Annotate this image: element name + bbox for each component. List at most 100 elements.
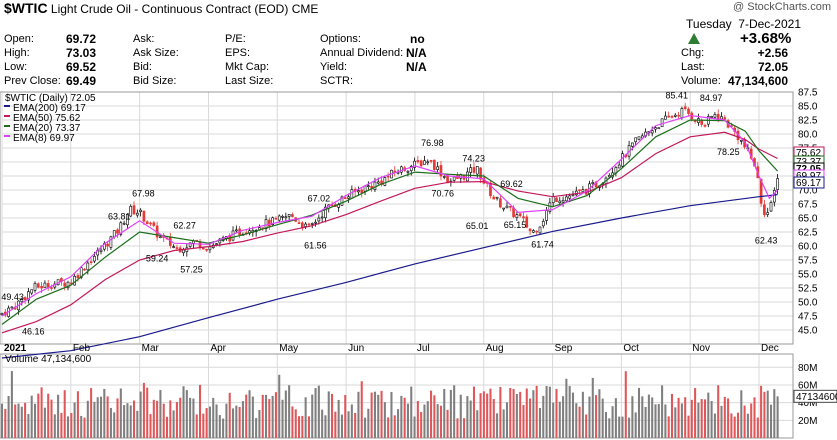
volume-bar [57, 394, 60, 438]
ask-label: Ask: [133, 33, 155, 45]
change-percent: +3.68% [740, 30, 792, 47]
price-tick-label: 55.0 [798, 270, 818, 281]
volume-bar [195, 414, 198, 438]
volume-bar [690, 399, 693, 438]
candle-body [386, 175, 390, 178]
volume-bar [24, 402, 27, 438]
candle-body [561, 200, 565, 203]
volume-bar [73, 402, 76, 438]
volume-bar [76, 391, 79, 438]
candle-body [551, 196, 555, 203]
candle-body [433, 159, 436, 170]
candle-body [297, 222, 301, 224]
candle-body [0, 312, 4, 315]
volume-bar [713, 413, 716, 438]
open-value: 69.72 [66, 32, 97, 46]
volume-bar [380, 390, 383, 438]
candle-body [343, 197, 347, 200]
candle-body [363, 185, 367, 192]
volume-bar [281, 399, 284, 438]
candle-body [20, 298, 24, 302]
low-value: 69.52 [66, 60, 97, 74]
candle-body [231, 230, 235, 241]
volume-bar [773, 389, 776, 438]
volume-bar [109, 407, 112, 438]
candle-body [419, 160, 423, 167]
volume-bar [608, 418, 611, 438]
volume-bar [271, 395, 274, 438]
candle-body [578, 189, 581, 192]
candle-body [46, 283, 50, 288]
volume-bar [581, 391, 584, 438]
time-tick-label: Apr [210, 343, 226, 354]
candle-body [776, 178, 779, 190]
price-annotation: 62.27 [173, 220, 196, 230]
candle-body [135, 212, 139, 216]
volume-bar [202, 413, 205, 438]
candle-body [664, 115, 667, 120]
volume-bar [360, 381, 363, 438]
candle-body [409, 165, 413, 171]
time-axis: 2021 Feb Mar Apr May Jun Jul Aug Sep Oct Nov Dec [4, 343, 779, 354]
time-tick-label: Mar [142, 343, 160, 354]
volume-bar [707, 392, 710, 438]
candle-body [139, 209, 142, 212]
volume-bar [212, 397, 215, 438]
volume-axis: 80M 60M 40M 20M 47134600 [793, 363, 837, 427]
candle-body [429, 160, 433, 162]
volume-bar [225, 403, 228, 438]
volume-bar [132, 400, 136, 438]
candle-body [581, 189, 585, 192]
volume-bar [261, 394, 264, 438]
volume-bar [7, 395, 10, 438]
candle-body [10, 306, 14, 309]
candle-body [307, 223, 311, 226]
volume-bar [416, 401, 419, 438]
candle-body [152, 222, 156, 226]
candle-body [268, 219, 271, 227]
candle-body [149, 222, 152, 225]
price-annotation: 65.01 [466, 221, 489, 231]
volume-bar [156, 400, 159, 438]
price-annotation: 70.76 [431, 189, 454, 199]
candle-body [720, 116, 723, 120]
volume-bar [733, 416, 736, 438]
volume-bar [568, 386, 571, 438]
volume-bar [43, 407, 46, 438]
price-annotation: 49.43 [1, 292, 24, 302]
price-tick-label: 52.5 [798, 284, 818, 295]
sctr-label: SCTR: [320, 75, 353, 87]
candle-body [281, 216, 284, 218]
high-label: High: [4, 47, 30, 59]
price-tick-label: 87.5 [798, 88, 818, 99]
candle-body [129, 206, 133, 217]
volume-bar [618, 416, 621, 438]
volume-bar [27, 413, 30, 438]
volume-bar [641, 396, 644, 438]
volume-bar [185, 390, 188, 438]
candle-body [373, 181, 377, 190]
volume-bar [624, 371, 627, 438]
volume-bar [667, 416, 670, 438]
candle-body [631, 142, 634, 147]
candle-body [541, 221, 545, 227]
ask-size-label: Ask Size: [133, 47, 179, 59]
volume-bar [469, 400, 472, 438]
volume-bar [20, 406, 23, 438]
candle-body [680, 108, 684, 118]
volume-bar [268, 398, 271, 438]
volume-bar [677, 397, 680, 438]
candle-body [475, 166, 479, 175]
volume-bar [340, 414, 343, 438]
pe-label: P/E: [225, 33, 246, 45]
candle-body [66, 281, 70, 289]
volume-bar [274, 392, 277, 438]
volume-bar [298, 416, 301, 438]
candle-body [93, 256, 96, 262]
volume-bar [463, 418, 466, 438]
volume-bar [337, 399, 340, 438]
volume-bar [654, 404, 657, 438]
symbol-label[interactable]: $WTIC [4, 0, 48, 16]
bid-size-label: Bid Size: [133, 75, 177, 87]
